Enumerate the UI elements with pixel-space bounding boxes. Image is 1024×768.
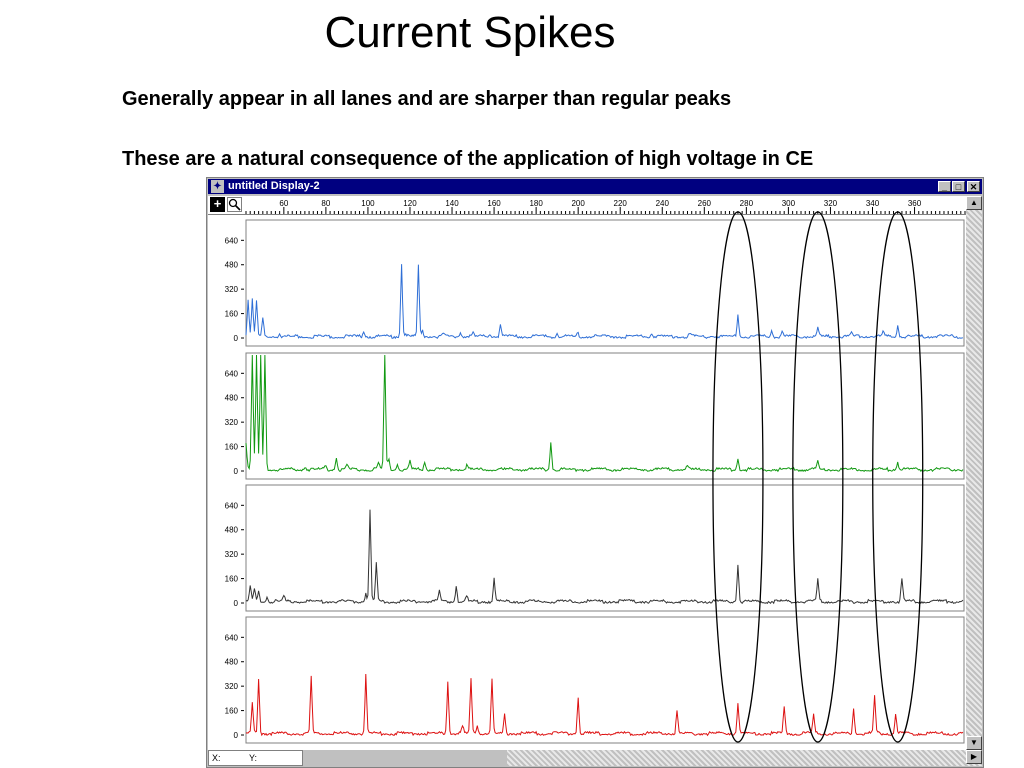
x-tick-label: 140 bbox=[445, 199, 459, 208]
crosshair-icon[interactable]: + bbox=[210, 197, 225, 212]
x-tick-label: 200 bbox=[571, 199, 585, 208]
magnifier-icon[interactable] bbox=[227, 197, 242, 212]
y-tick-label: 0 bbox=[234, 731, 239, 740]
coordinate-readout: X: Y: bbox=[208, 750, 303, 766]
x-axis-ruler: 60 80 100 120 140 160 180 200 220 240 260 280 300 320… bbox=[245, 199, 966, 214]
lane-panel: 0 160 320 480 640 bbox=[225, 352, 965, 480]
y-tick-label: 320 bbox=[225, 550, 239, 559]
horizontal-scrollbar[interactable]: ▶ bbox=[507, 750, 982, 766]
y-tick-label: 160 bbox=[225, 707, 239, 716]
scroll-right-button[interactable]: ▶ bbox=[966, 750, 982, 764]
x-tick-label: 280 bbox=[740, 199, 754, 208]
y-tick-label: 640 bbox=[225, 236, 239, 245]
vertical-scrollbar[interactable]: ▲ ▼ bbox=[966, 196, 982, 750]
y-tick-label: 0 bbox=[234, 467, 239, 476]
lane-panel: 0 160 320 480 640 bbox=[225, 219, 965, 347]
window-titlebar[interactable]: ✦ untitled Display-2 _ □ ✕ bbox=[208, 179, 982, 194]
x-tick-label: 180 bbox=[529, 199, 543, 208]
y-tick-label: 320 bbox=[225, 285, 239, 294]
slide-title: Current Spikes bbox=[324, 8, 616, 57]
scroll-down-button[interactable]: ▼ bbox=[966, 736, 982, 750]
toolbar: + 60 80 100 120 140 160 180 200 220 240 260 280 300 3… bbox=[208, 196, 966, 215]
x-tick-label: 320 bbox=[824, 199, 838, 208]
y-tick-label: 320 bbox=[225, 682, 239, 691]
y-tick-label: 160 bbox=[225, 310, 239, 319]
y-tick-label: 320 bbox=[225, 418, 239, 427]
y-tick-label: 640 bbox=[225, 369, 239, 378]
electropherogram-chart: 0160320480640016032048064001603204806400… bbox=[225, 219, 965, 744]
bullet-2: These are a natural consequence of the a… bbox=[122, 148, 814, 170]
x-tick-label: 80 bbox=[321, 199, 330, 208]
y-tick-label: 480 bbox=[225, 394, 239, 403]
bullet-1: Generally appear in all lanes and are sh… bbox=[122, 88, 732, 110]
scroll-up-button[interactable]: ▲ bbox=[966, 196, 982, 210]
y-tick-label: 0 bbox=[234, 334, 239, 343]
close-button[interactable]: ✕ bbox=[967, 181, 980, 192]
lane-frame bbox=[245, 219, 965, 347]
x-tick-label: 100 bbox=[361, 199, 375, 208]
y-tick-label: 480 bbox=[225, 526, 239, 535]
window-title: untitled Display-2 bbox=[228, 180, 320, 192]
x-coordinate-label: X: bbox=[212, 753, 221, 763]
x-tick-label: 220 bbox=[614, 199, 628, 208]
lane-frame bbox=[245, 616, 965, 744]
lane-frame bbox=[245, 352, 965, 480]
y-tick-label: 160 bbox=[225, 575, 239, 584]
y-tick-label: 160 bbox=[225, 443, 239, 452]
y-tick-label: 480 bbox=[225, 658, 239, 667]
y-coordinate-label: Y: bbox=[249, 753, 258, 763]
app-icon: ✦ bbox=[211, 180, 224, 193]
plot-area: 0 160 320 480 640 0 160 320 480 640 0 160 320 480 640 0… bbox=[208, 215, 966, 750]
lane-panel: 0 160 320 480 640 bbox=[225, 616, 965, 744]
x-tick-label: 300 bbox=[782, 199, 796, 208]
lane-panel: 0 160 320 480 640 bbox=[225, 484, 965, 612]
x-tick-label: 360 bbox=[908, 199, 922, 208]
lane-frame bbox=[245, 484, 965, 612]
y-tick-label: 0 bbox=[234, 599, 239, 608]
y-tick-label: 480 bbox=[225, 261, 239, 270]
y-tick-label: 640 bbox=[225, 633, 239, 642]
x-tick-label: 60 bbox=[279, 199, 288, 208]
x-tick-label: 240 bbox=[656, 199, 670, 208]
x-tick-label: 260 bbox=[698, 199, 712, 208]
minimize-button[interactable]: _ bbox=[938, 181, 951, 192]
x-tick-label: 340 bbox=[866, 199, 880, 208]
y-tick-label: 640 bbox=[225, 501, 239, 510]
x-tick-label: 120 bbox=[403, 199, 417, 208]
display-window: ✦ untitled Display-2 _ □ ✕ + 60 80 100 120 1… bbox=[206, 177, 984, 768]
x-tick-label: 160 bbox=[487, 199, 501, 208]
maximize-button[interactable]: □ bbox=[952, 181, 965, 192]
